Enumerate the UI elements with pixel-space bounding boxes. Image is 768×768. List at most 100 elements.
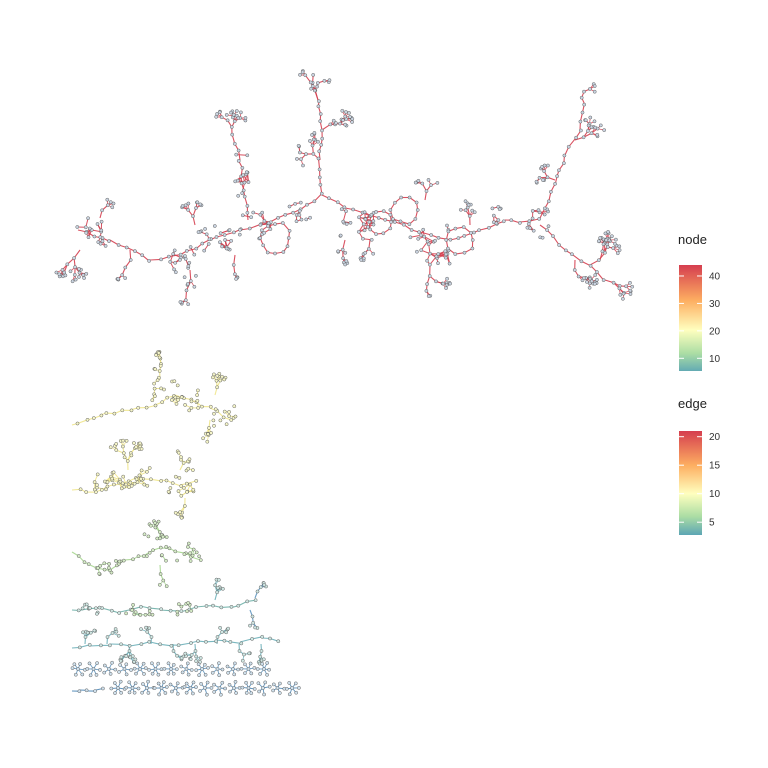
- network-node: [239, 666, 244, 671]
- network-node: [268, 636, 272, 641]
- network-node: [359, 258, 364, 262]
- network-node: [60, 268, 65, 272]
- network-node: [132, 666, 137, 671]
- network-node: [108, 200, 113, 204]
- network-node: [107, 667, 111, 671]
- network-node: [142, 672, 146, 676]
- network-node: [147, 609, 152, 613]
- network-node: [242, 180, 247, 185]
- network-node: [175, 383, 180, 388]
- network-node: [108, 445, 113, 450]
- network-node: [284, 687, 289, 691]
- network-node: [136, 686, 141, 691]
- network-node: [139, 468, 144, 473]
- network-node: [242, 194, 247, 199]
- network-node: [95, 222, 100, 226]
- network-node: [157, 530, 162, 534]
- network-node: [62, 270, 67, 275]
- network-node: [147, 550, 152, 555]
- network-node: [245, 204, 250, 208]
- network-node: [319, 142, 324, 147]
- network-node: [362, 210, 367, 215]
- network-node: [205, 692, 209, 697]
- network-node: [121, 451, 126, 455]
- network-node: [151, 548, 155, 553]
- network-edge: [119, 609, 131, 613]
- network-node: [179, 664, 184, 669]
- network-node: [213, 407, 218, 412]
- network-node: [259, 228, 264, 233]
- network-node: [401, 222, 406, 227]
- network-node: [509, 218, 514, 223]
- network-node: [189, 653, 194, 657]
- network-node: [445, 276, 449, 281]
- network-node: [228, 689, 232, 694]
- network-node: [133, 657, 138, 662]
- network-node: [579, 259, 584, 264]
- network-node: [173, 549, 178, 554]
- network-node: [583, 118, 588, 123]
- network-node: [84, 490, 89, 494]
- network-node: [408, 235, 413, 240]
- network-node: [363, 250, 368, 255]
- network-node: [86, 216, 90, 221]
- network-node: [73, 265, 77, 269]
- network-node: [317, 99, 321, 104]
- network-node: [236, 116, 241, 120]
- network-node: [392, 220, 397, 224]
- network-node: [153, 394, 157, 399]
- network-node: [159, 257, 163, 262]
- network-node: [137, 473, 142, 478]
- network-node: [362, 228, 367, 233]
- network-node: [179, 395, 184, 399]
- network-node: [249, 215, 254, 220]
- network-node: [229, 238, 234, 243]
- network-node: [189, 609, 194, 613]
- network-node: [191, 214, 195, 219]
- network-node: [542, 212, 547, 217]
- network-node: [389, 220, 394, 224]
- network-node: [369, 237, 374, 242]
- network-node: [182, 685, 187, 689]
- network-node: [308, 215, 312, 220]
- network-node: [102, 663, 107, 668]
- network-node: [237, 649, 242, 653]
- network-node: [121, 558, 126, 563]
- network-node: [630, 284, 635, 289]
- network-node: [263, 680, 268, 685]
- network-node: [77, 267, 81, 271]
- network-node: [434, 279, 438, 284]
- network-node: [214, 235, 219, 239]
- network-node: [147, 606, 152, 610]
- network-node: [171, 649, 176, 653]
- network-node: [147, 259, 151, 263]
- network-node: [250, 680, 254, 685]
- network-node: [172, 248, 177, 253]
- network-node: [536, 208, 541, 212]
- network-node: [99, 228, 104, 233]
- network-node: [189, 399, 194, 404]
- network-node: [158, 642, 163, 647]
- network-node: [175, 653, 179, 658]
- network-node: [419, 248, 424, 253]
- network-node: [164, 544, 169, 549]
- network-node: [193, 649, 198, 653]
- network-node: [176, 450, 181, 455]
- network-edge: [189, 269, 192, 282]
- network-node: [146, 534, 151, 539]
- network-node: [83, 225, 88, 230]
- network-node: [244, 691, 249, 695]
- network-node: [99, 643, 103, 648]
- network-node: [192, 252, 197, 257]
- network-node: [73, 672, 78, 677]
- network-node: [129, 668, 133, 672]
- network-node: [153, 403, 158, 408]
- network-node: [123, 265, 128, 270]
- network-node: [347, 111, 351, 115]
- network-node: [436, 261, 440, 266]
- network-node: [317, 175, 322, 180]
- network-node: [518, 221, 522, 225]
- network-node: [219, 692, 223, 697]
- network-node: [179, 484, 184, 488]
- network-node: [119, 642, 123, 647]
